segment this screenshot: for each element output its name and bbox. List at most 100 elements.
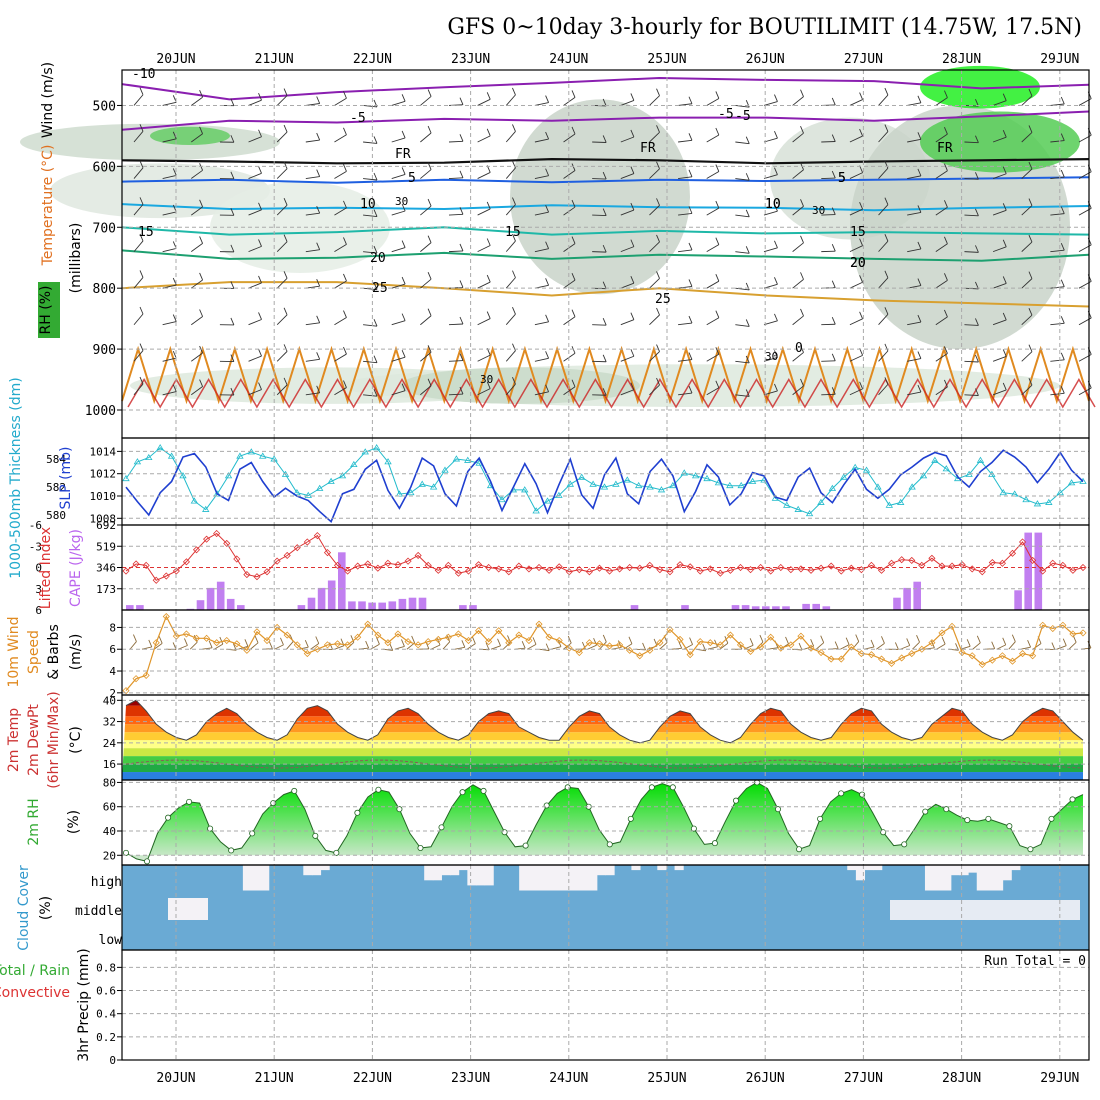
thickness-point — [224, 472, 233, 479]
wind-speed-point — [998, 652, 1006, 660]
wind-barb — [459, 386, 464, 395]
thickness-point — [828, 484, 837, 491]
contour-label: FR — [640, 141, 656, 156]
wind-barb — [907, 138, 922, 143]
wind-barb — [373, 319, 378, 327]
y-label-2m-rh: 2m RH — [26, 798, 42, 845]
rh-shade — [50, 163, 270, 219]
x-tick-label-top: 20JUN — [156, 52, 195, 67]
cape-bar — [378, 602, 386, 610]
wind-barb — [248, 319, 262, 326]
contour-label: 15 — [505, 225, 521, 240]
wind-10m-barb — [521, 641, 526, 649]
wind-barb — [859, 275, 864, 283]
wind-barb — [1050, 213, 1065, 216]
wind-barb — [1060, 96, 1065, 105]
wind-barb — [401, 240, 406, 248]
wind-speed-point — [283, 631, 291, 639]
wind-barb — [305, 358, 320, 362]
wind-barb — [688, 279, 693, 287]
wind-barb — [401, 167, 406, 175]
wind-10m-barb — [532, 637, 537, 645]
thickness-point — [532, 507, 540, 514]
cape-bar — [226, 598, 235, 610]
wind-barb — [420, 205, 432, 216]
slp-line — [125, 449, 1084, 524]
cape-bar — [338, 552, 346, 610]
wind-barb — [992, 100, 1007, 106]
wind-y-tick: 4 — [109, 665, 116, 678]
wind-10m-barb — [286, 641, 294, 650]
wind-barb — [133, 94, 144, 106]
wind-barb — [477, 98, 491, 106]
li-y-tick: 0 — [35, 562, 42, 575]
thickness-point — [680, 469, 688, 476]
li-point — [1049, 559, 1057, 567]
wind-barb — [917, 205, 922, 213]
wind-barb — [363, 251, 378, 254]
wind-barb — [975, 135, 979, 143]
wind-speed-point — [1069, 630, 1077, 638]
contour-label: 15 — [850, 225, 866, 240]
wind-barb — [688, 315, 693, 324]
li-point — [716, 569, 724, 577]
wind-barb — [258, 93, 262, 101]
rh-point — [312, 832, 319, 839]
y-label-precip: 3hr Precip (mm) — [76, 948, 92, 1061]
thickness-point — [395, 490, 404, 497]
wind-barb — [1028, 88, 1033, 97]
wind-barb — [199, 90, 204, 98]
wind-10m-barb — [219, 636, 224, 645]
wind-speed-point — [192, 634, 201, 642]
wind-barb — [1002, 312, 1007, 321]
thickness-point — [464, 456, 472, 463]
wind-barb — [401, 203, 406, 212]
isotherm-line — [121, 110, 1090, 131]
wind-speed-point — [978, 660, 986, 669]
li-point — [948, 562, 956, 570]
li-point — [918, 561, 926, 569]
wind-barb — [884, 234, 889, 242]
wind-barb — [917, 351, 922, 359]
wind-barb — [139, 160, 144, 168]
wind-barb — [917, 314, 922, 323]
wind-barb — [248, 209, 262, 216]
rh-point — [690, 825, 697, 832]
upper-air-y-tick: 600 — [93, 160, 116, 175]
contour-label: -5 — [735, 109, 751, 124]
cape-bar — [822, 606, 831, 610]
wind-barb — [678, 286, 693, 289]
thickness-point — [498, 495, 506, 503]
x-tick-label-top: 25JUN — [647, 52, 686, 67]
wind-barb — [316, 385, 321, 394]
thickness-point — [521, 486, 529, 493]
wind-barb — [477, 135, 491, 143]
li-point — [515, 562, 523, 570]
wind-barb — [1021, 168, 1033, 179]
wind-barb — [230, 171, 235, 179]
rh-point — [354, 809, 361, 816]
rh-point — [501, 829, 508, 836]
wind-barb — [774, 277, 778, 285]
wind-10m-barb — [189, 641, 198, 650]
wind-barb — [334, 317, 347, 326]
rh-point — [985, 815, 992, 822]
wind-barb — [534, 211, 549, 216]
x-tick-label-top: 27JUN — [844, 52, 883, 67]
thickness-y-tick: 584 — [46, 453, 66, 466]
wind-barb — [630, 275, 635, 284]
wind-barb — [1028, 344, 1033, 352]
li-point — [384, 559, 392, 567]
wind-barb — [486, 311, 491, 319]
dewpoint-line — [125, 759, 1084, 769]
wind-barb — [1050, 140, 1065, 143]
wind-barb — [656, 88, 660, 96]
precip-y-tick: 0.2 — [96, 1031, 116, 1044]
li-y-tick: 3 — [35, 583, 42, 596]
wind-10m-barb — [485, 642, 490, 650]
isotherm-line — [121, 249, 1090, 262]
li-point — [203, 535, 211, 543]
wind-barb — [763, 390, 778, 396]
wind-barb — [706, 353, 720, 362]
wind-barb — [162, 248, 177, 253]
